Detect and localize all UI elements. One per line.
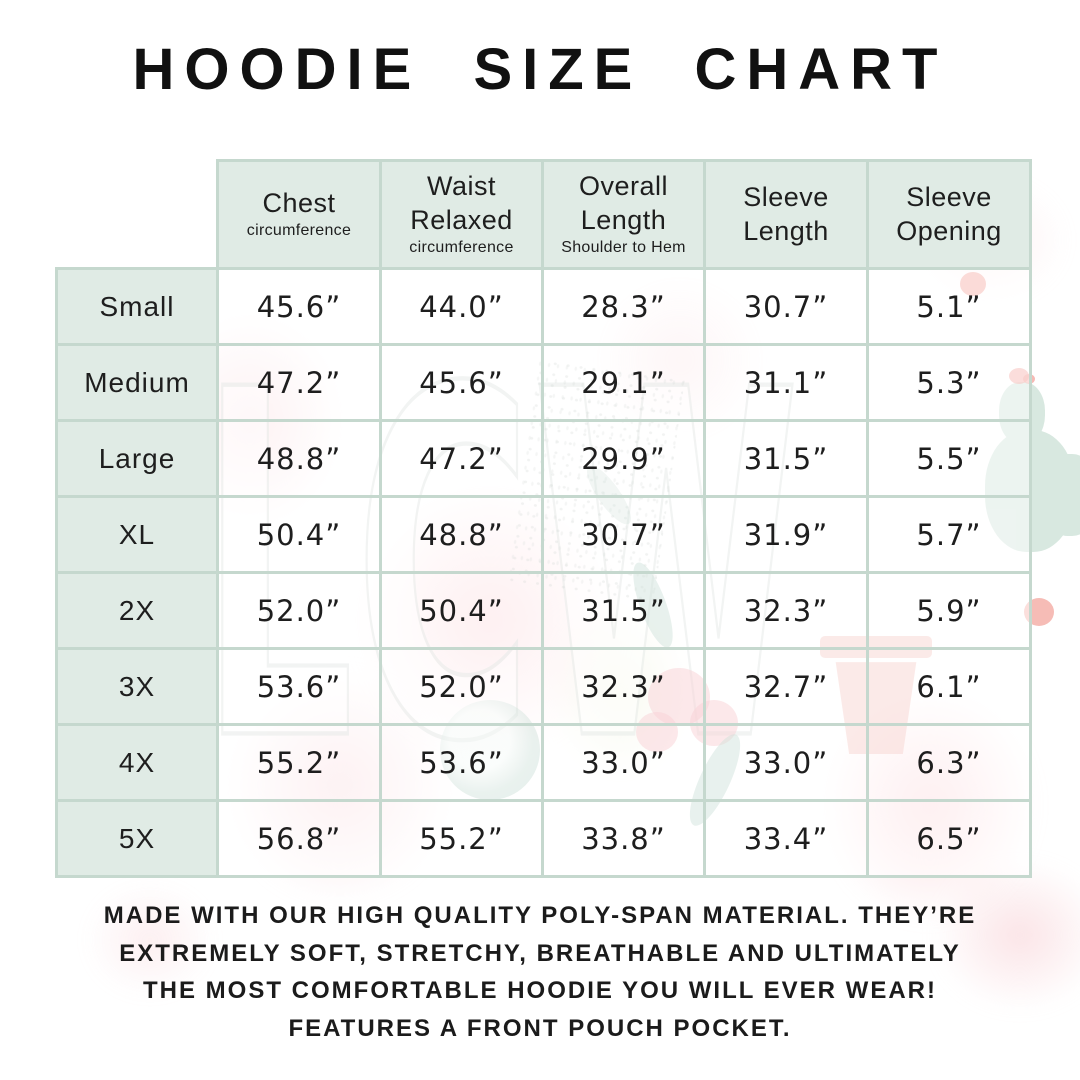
col-header-label: Waist Relaxed	[410, 171, 513, 236]
value-cell: 53.6”	[379, 723, 544, 802]
col-header-sublabel: circumference	[409, 238, 514, 256]
value-cell: 48.8”	[379, 495, 544, 574]
value-cell: 29.1”	[541, 343, 706, 422]
value-cell: 47.2”	[216, 343, 382, 422]
col-header-overall-length: Overall Length Shoulder to Hem	[541, 159, 706, 270]
col-header-chest: Chest circumference	[216, 159, 382, 270]
value-cell: 32.3”	[541, 647, 706, 726]
header-row: Chest circumference Waist Relaxed circum…	[56, 159, 1032, 270]
value-cell: 31.1”	[703, 343, 869, 422]
footer-text: MADE WITH OUR HIGH QUALITY POLY-SPAN MAT…	[0, 897, 1080, 1047]
col-header-sublabel: circumference	[246, 221, 352, 239]
col-header-label: Chest	[262, 188, 336, 219]
value-cell: 33.4”	[703, 799, 869, 878]
size-label: 5X	[55, 799, 219, 878]
value-cell: 31.5”	[703, 419, 869, 498]
value-cell: 6.1”	[866, 647, 1032, 726]
value-cell: 5.9”	[866, 571, 1032, 650]
corner-cell	[56, 160, 218, 269]
col-header-waist: Waist Relaxed circumference	[379, 159, 544, 270]
size-label: Small	[55, 267, 219, 346]
footer-line: MADE WITH OUR HIGH QUALITY POLY-SPAN MAT…	[103, 902, 977, 929]
col-header-label: Overall Length	[578, 171, 669, 236]
size-label: 2X	[55, 571, 219, 650]
value-cell: 52.0”	[216, 571, 382, 650]
footer-line: THE MOST COMFORTABLE HOODIE YOU WILL EVE…	[143, 977, 937, 1004]
size-label: XL	[55, 495, 219, 574]
value-cell: 5.3”	[866, 343, 1032, 422]
col-header-sleeve-length: Sleeve Length	[703, 159, 869, 270]
footer-line: EXTREMELY SOFT, STRETCHY, BREATHABLE AND…	[119, 939, 961, 967]
value-cell: 33.0”	[541, 723, 706, 802]
value-cell: 31.5”	[541, 571, 706, 650]
col-header-label: Sleeve Length	[743, 181, 829, 246]
value-cell: 33.8”	[541, 799, 706, 878]
size-label: 4X	[55, 723, 219, 802]
value-cell: 30.7”	[541, 495, 706, 574]
cactus-pad	[1041, 454, 1080, 536]
col-header-sublabel: Shoulder to Hem	[561, 238, 686, 256]
value-cell: 31.9”	[703, 495, 869, 574]
value-cell: 5.1”	[866, 267, 1032, 346]
table-row-5x: 5X 56.8” 55.2” 33.8” 33.4” 6.5”	[55, 799, 1032, 878]
table-row-xl: XL 50.4” 48.8” 30.7” 31.9” 5.7”	[55, 495, 1032, 574]
value-cell: 44.0”	[379, 267, 544, 346]
value-cell: 5.7”	[866, 495, 1032, 574]
size-label: 3X	[55, 647, 219, 726]
value-cell: 30.7”	[703, 267, 869, 346]
table-row-4x: 4X 55.2” 53.6” 33.0” 33.0” 6.3”	[55, 723, 1032, 802]
col-header-label: Sleeve Opening	[896, 181, 1002, 246]
value-cell: 6.3”	[866, 723, 1032, 802]
value-cell: 32.3”	[703, 571, 869, 650]
value-cell: 50.4”	[379, 571, 544, 650]
value-cell: 56.8”	[216, 799, 382, 878]
table-row-2x: 2X 52.0” 50.4” 31.5” 32.3” 5.9”	[55, 571, 1032, 650]
size-label: Large	[55, 419, 219, 498]
value-cell: 55.2”	[216, 723, 382, 802]
value-cell: 28.3”	[541, 267, 706, 346]
table-row-small: Small 45.6” 44.0” 28.3” 30.7” 5.1”	[55, 267, 1032, 346]
value-cell: 53.6”	[216, 647, 382, 726]
footer-line: FEATURES A FRONT POUCH POCKET.	[288, 1014, 792, 1042]
table-row-3x: 3X 53.6” 52.0” 32.3” 32.7” 6.1”	[55, 647, 1032, 726]
col-header-sleeve-opening: Sleeve Opening	[866, 159, 1032, 270]
value-cell: 5.5”	[866, 419, 1032, 498]
value-cell: 6.5”	[866, 799, 1032, 878]
table-row-large: Large 48.8” 47.2” 29.9” 31.5” 5.5”	[55, 419, 1032, 498]
value-cell: 33.0”	[703, 723, 869, 802]
value-cell: 29.9”	[541, 419, 706, 498]
value-cell: 45.6”	[379, 343, 544, 422]
table-row-medium: Medium 47.2” 45.6” 29.1” 31.1” 5.3”	[55, 343, 1032, 422]
value-cell: 55.2”	[379, 799, 544, 878]
value-cell: 45.6”	[216, 267, 382, 346]
page-title: HOODIE SIZE CHART	[132, 37, 948, 102]
size-chart-table: Chest circumference Waist Relaxed circum…	[55, 159, 1032, 878]
value-cell: 48.8”	[216, 419, 382, 498]
value-cell: 47.2”	[379, 419, 544, 498]
value-cell: 52.0”	[379, 647, 544, 726]
value-cell: 50.4”	[216, 495, 382, 574]
value-cell: 32.7”	[703, 647, 869, 726]
size-label: Medium	[55, 343, 219, 422]
